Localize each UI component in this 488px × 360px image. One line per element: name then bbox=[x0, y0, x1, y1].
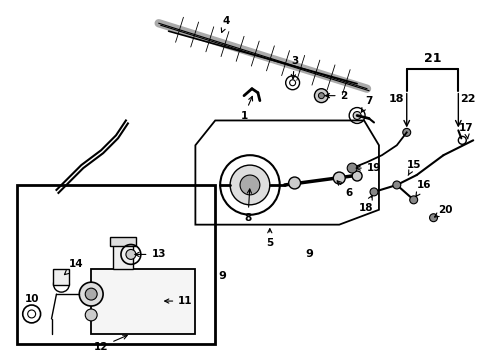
Bar bbox=[53, 269, 69, 285]
Text: 6: 6 bbox=[336, 181, 352, 198]
Text: 3: 3 bbox=[290, 56, 298, 79]
Circle shape bbox=[402, 129, 410, 136]
Circle shape bbox=[351, 171, 361, 181]
Bar bbox=[113, 244, 133, 269]
Text: 18: 18 bbox=[388, 94, 404, 104]
Text: 4: 4 bbox=[221, 16, 229, 32]
Text: 21: 21 bbox=[423, 53, 440, 66]
Circle shape bbox=[318, 93, 324, 99]
Text: 18: 18 bbox=[358, 195, 372, 213]
Text: 11: 11 bbox=[164, 296, 192, 306]
Text: 9: 9 bbox=[218, 271, 225, 281]
Text: 16: 16 bbox=[415, 180, 430, 197]
Text: 17: 17 bbox=[458, 123, 472, 139]
Text: 5: 5 bbox=[265, 229, 273, 248]
Circle shape bbox=[85, 309, 97, 321]
Circle shape bbox=[352, 112, 360, 120]
Text: 20: 20 bbox=[434, 205, 452, 217]
Circle shape bbox=[428, 214, 437, 222]
Text: 14: 14 bbox=[64, 259, 83, 275]
Text: 7: 7 bbox=[361, 96, 372, 112]
Circle shape bbox=[79, 282, 103, 306]
Text: 1: 1 bbox=[240, 96, 252, 121]
Text: 10: 10 bbox=[24, 294, 39, 304]
Circle shape bbox=[392, 181, 400, 189]
Circle shape bbox=[333, 172, 345, 184]
Text: 13: 13 bbox=[135, 249, 165, 260]
Circle shape bbox=[288, 177, 300, 189]
Bar bbox=[91, 269, 195, 334]
Circle shape bbox=[85, 288, 97, 300]
Circle shape bbox=[314, 89, 327, 103]
Bar bbox=[110, 237, 136, 247]
Text: 12: 12 bbox=[94, 335, 127, 352]
Circle shape bbox=[346, 163, 356, 173]
Circle shape bbox=[230, 165, 269, 205]
Bar bbox=[17, 185, 215, 344]
Text: 2: 2 bbox=[325, 91, 347, 101]
Text: 9: 9 bbox=[305, 249, 313, 260]
Text: 8: 8 bbox=[244, 189, 251, 223]
Circle shape bbox=[240, 175, 259, 195]
Text: 15: 15 bbox=[406, 160, 420, 175]
Circle shape bbox=[369, 188, 377, 196]
Text: 22: 22 bbox=[460, 94, 475, 104]
Text: 19: 19 bbox=[355, 163, 381, 173]
Circle shape bbox=[409, 196, 417, 204]
Circle shape bbox=[126, 249, 136, 260]
